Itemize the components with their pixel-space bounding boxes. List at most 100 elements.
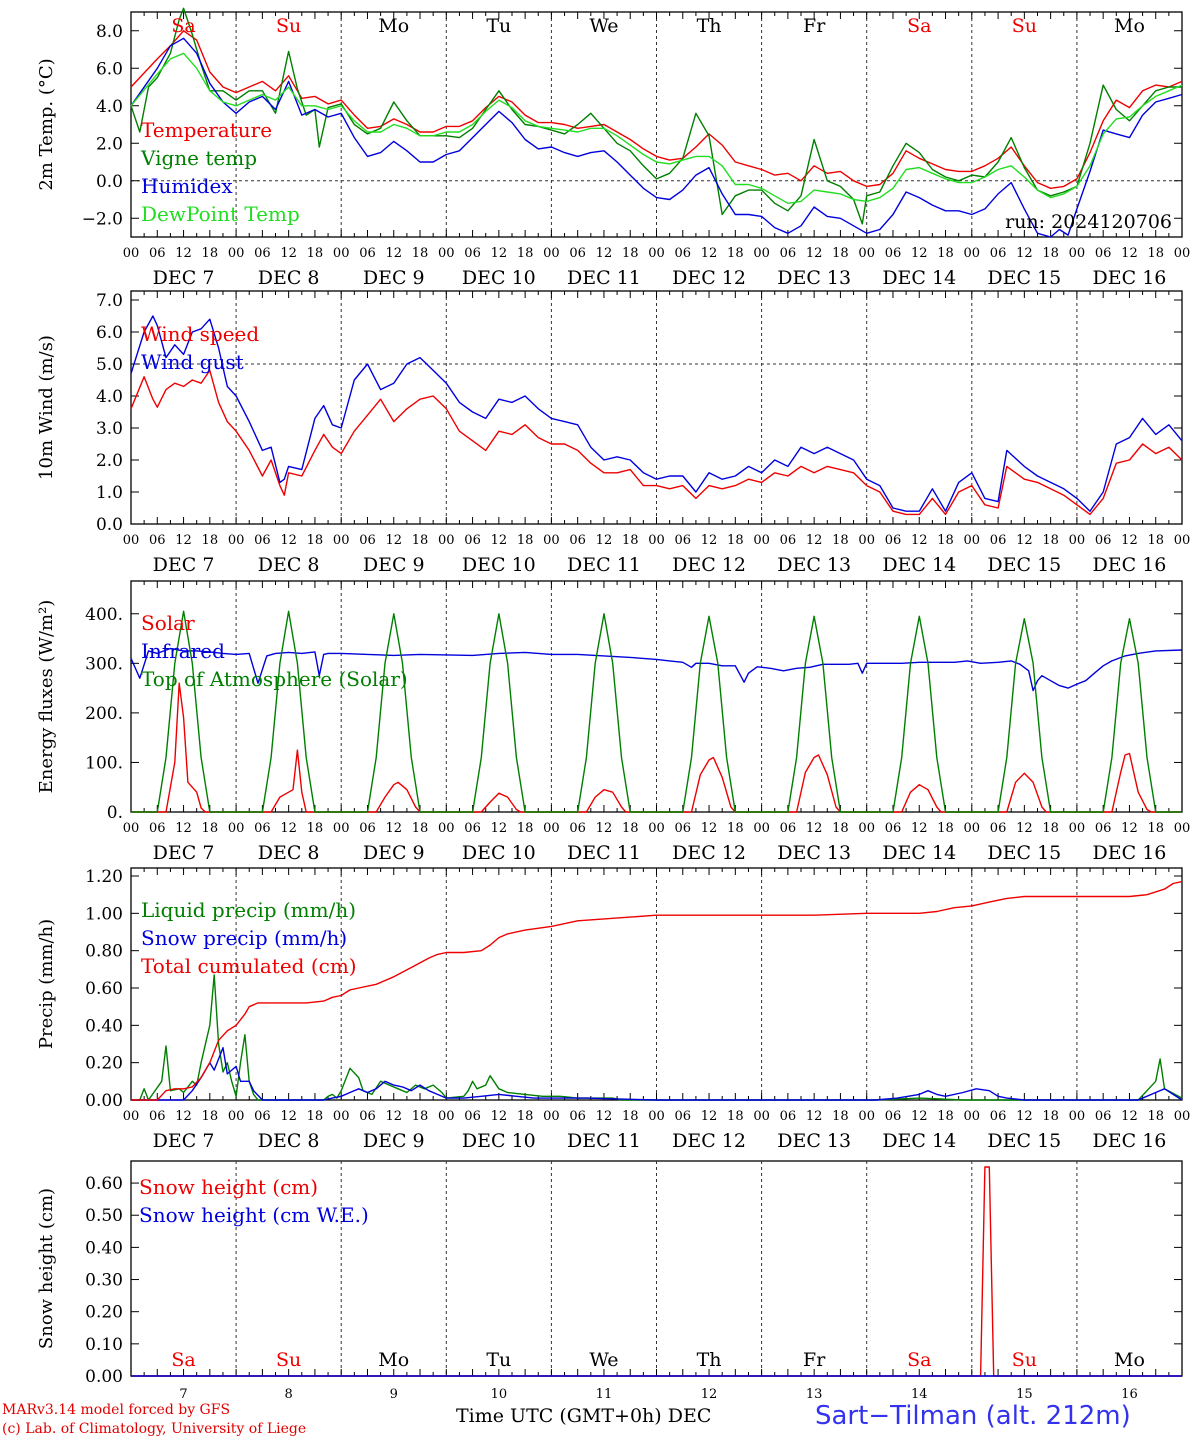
hour-label: 06 [675,533,692,548]
y-tick-label: 0.0 [96,172,123,192]
legend-entry: DewPoint Temp [141,202,300,226]
hour-label: 06 [1095,821,1112,836]
hour-label: 12 [806,1109,823,1124]
y-tick-label: 0.20 [85,1054,123,1074]
station-label: Sart−Tilman (alt. 212m) [815,1401,1131,1431]
y-tick-label: 400. [85,605,123,625]
hour-label: 06 [464,1109,481,1124]
date-label: DEC 16 [1093,1130,1167,1152]
y-tick-label: 1.20 [85,867,123,887]
date-label: DEC 13 [777,842,851,864]
hour-label: 00 [228,533,245,548]
hour-label: 18 [1147,1109,1164,1124]
date-label: DEC 7 [153,1130,215,1152]
hour-label: 00 [964,1109,981,1124]
y-tick-label: 6.0 [96,323,123,343]
hour-label: 00 [1069,533,1086,548]
hour-label: 18 [412,533,429,548]
date-label: DEC 13 [777,554,851,576]
y-tick-label: 4.0 [96,387,123,407]
hour-label: 12 [596,1109,613,1124]
hour-label: 18 [727,1109,744,1124]
hour-label: 18 [202,821,219,836]
y-axis-label: 2m Temp. (°C) [36,58,57,190]
date-label: DEC 10 [462,1130,536,1152]
hour-label: 18 [1042,533,1059,548]
hour-label: 00 [1069,1109,1086,1124]
hour-label: 06 [149,246,166,261]
series-line-dewpoint-temp [130,52,1183,205]
hour-label: 18 [412,821,429,836]
day-abbr: Mo [1114,1349,1145,1371]
hour-label: 06 [254,821,271,836]
hour-label: 06 [990,533,1007,548]
day-abbr: Su [1012,15,1037,37]
hour-label: 18 [517,246,534,261]
hour-label: 06 [675,246,692,261]
hour-label: 12 [175,1109,192,1124]
hour-label: 00 [438,533,455,548]
y-axis-label: 10m Wind (m/s) [36,335,57,480]
hour-label: 18 [1147,533,1164,548]
hour-label: 12 [175,821,192,836]
hour-label: 18 [412,1109,429,1124]
date-label: DEC 15 [987,267,1061,289]
hour-label: 12 [385,533,402,548]
hour-label: 00 [228,821,245,836]
hour-label: 12 [280,246,297,261]
y-tick-label: 0.40 [85,1016,123,1036]
hour-label: 00 [648,533,665,548]
hour-label: 00 [228,1109,245,1124]
hour-label: 00 [543,533,560,548]
date-label: DEC 16 [1093,267,1167,289]
legend-entry: Temperature [141,118,272,142]
day-abbr: Fr [803,1349,826,1371]
hour-label: 06 [359,533,376,548]
y-tick-label: 300. [85,654,123,674]
hour-label: 06 [885,1109,902,1124]
hour-label: 12 [701,1109,718,1124]
hour-label: 18 [727,821,744,836]
legend-entry: Vigne temp [140,146,257,170]
hour-label: 06 [780,246,797,261]
y-tick-label: 100. [85,753,123,773]
hour-label: 18 [1147,246,1164,261]
date-label: DEC 14 [882,267,956,289]
hour-label: 00 [858,821,875,836]
time-axis-title: Time UTC (GMT+0h) [456,1405,662,1427]
y-tick-label: 0.10 [85,1335,123,1355]
y-tick-label: 6.0 [96,59,123,79]
date-label: DEC 15 [987,554,1061,576]
hour-label: 18 [307,246,324,261]
y-tick-label: 1.00 [85,904,123,924]
hour-label: 06 [254,1109,271,1124]
hour-label: 18 [307,1109,324,1124]
hour-label: 06 [1095,246,1112,261]
day-number: 13 [806,1387,823,1402]
hour-label: 06 [1095,1109,1112,1124]
hour-label: 00 [964,246,981,261]
series-line-infrared [130,647,1183,692]
hour-label: 18 [937,1109,954,1124]
day-number: 15 [1016,1387,1033,1402]
hour-label: 18 [937,246,954,261]
hour-label: 00 [753,533,770,548]
date-label: DEC 13 [777,1130,851,1152]
y-tick-label: 5.0 [96,355,123,375]
y-tick-label: 3.0 [96,419,123,439]
hour-label: 18 [832,246,849,261]
day-abbr: Sa [171,15,195,37]
date-label: DEC 14 [882,554,956,576]
hour-label: 06 [990,246,1007,261]
date-label: DEC 10 [462,554,536,576]
hour-label: 12 [385,1109,402,1124]
legend-entry: Total cumulated (cm) [141,954,357,978]
hour-label: 12 [596,533,613,548]
hour-label: 18 [622,533,639,548]
date-label: DEC 11 [567,554,641,576]
day-number: 14 [911,1387,928,1402]
hour-label: 06 [990,1109,1007,1124]
hour-label: 00 [858,246,875,261]
hour-label: 00 [1174,246,1191,261]
date-label: DEC 12 [672,842,746,864]
